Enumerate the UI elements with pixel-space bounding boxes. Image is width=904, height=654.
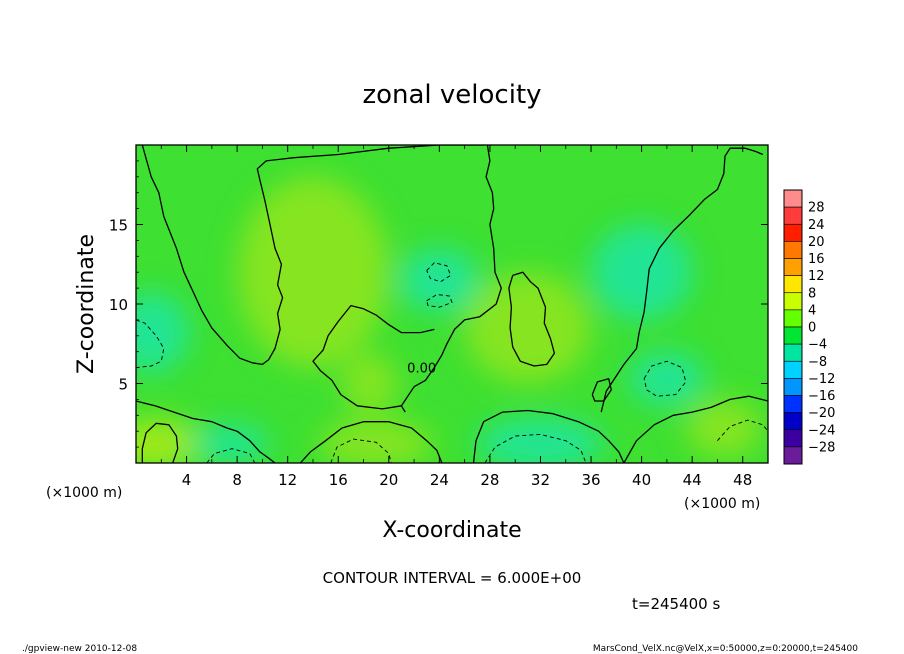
colorbar-label: 16	[808, 252, 825, 267]
fill-region-negative	[628, 351, 705, 406]
negative-contour-line	[330, 438, 392, 463]
y-tick-label: 10	[109, 296, 128, 314]
colorbar-label: −4	[808, 338, 827, 353]
negative-contour-line	[136, 319, 165, 369]
colorbar-label: −8	[808, 355, 827, 370]
zero-contour-line	[508, 271, 556, 367]
colorbar-label: 0	[808, 321, 816, 336]
negative-contour-line	[717, 419, 768, 441]
negative-contour-line	[206, 448, 256, 463]
x-tick-label: 20	[379, 471, 398, 489]
colorbar-segment	[783, 326, 803, 345]
time-text: t=245400 s	[632, 595, 720, 613]
colorbar-label: −20	[808, 406, 835, 421]
x-tick-label: 12	[278, 471, 297, 489]
contour-label: 0.00	[407, 361, 436, 376]
x-tick-label: 28	[480, 471, 499, 489]
colorbar-segment	[783, 206, 803, 225]
colorbar-label: −16	[808, 389, 835, 404]
colorbar-segment	[783, 360, 803, 379]
colorbar-label: −24	[808, 423, 835, 438]
zero-contour-line	[400, 145, 502, 413]
x-tick-label: 48	[733, 471, 752, 489]
colorbar-label: 20	[808, 235, 825, 250]
colorbar-segment	[783, 189, 803, 208]
fill-region-negative	[398, 248, 480, 312]
x-tick-label: 40	[632, 471, 651, 489]
colorbar: 28 24 20 16 12 8 4 0 −4 −8 −12 −16 −20 −24 −28	[783, 189, 835, 465]
fill-region-positive	[464, 272, 592, 384]
colorbar-label: 12	[808, 269, 825, 284]
y-tick-label: 15	[109, 217, 128, 235]
x-unit-right: (×1000 m)	[684, 496, 760, 512]
zero-contour-line	[299, 421, 443, 463]
colorbar-segment	[783, 343, 803, 362]
y-axis-label: Z-coordinate	[74, 234, 99, 374]
fill-region-positive	[342, 354, 398, 413]
zero-contour-line	[141, 422, 179, 463]
x-tick-label: 8	[232, 471, 242, 489]
colorbar-frame	[783, 189, 803, 465]
x-tick-label: 32	[531, 471, 550, 489]
negative-contour-line	[426, 294, 453, 308]
fill-region-negative	[192, 424, 269, 463]
zero-contour-line	[136, 400, 276, 463]
colorbar-segment	[783, 412, 803, 431]
footer-right: MarsCond_VelX.nc@VelX,x=0:50000,z=0:2000…	[593, 644, 858, 654]
fill-region-positive	[685, 399, 762, 457]
colorbar-segment	[783, 446, 803, 465]
fill-region-negative	[477, 418, 604, 463]
colorbar-label: 8	[808, 286, 816, 301]
colorbar-label: 28	[808, 201, 825, 216]
zero-contour-line	[141, 145, 484, 366]
fill-region-negative	[136, 292, 190, 373]
colorbar-segment	[783, 275, 803, 294]
colorbar-segment	[783, 258, 803, 276]
colorbar-label: 24	[808, 218, 825, 233]
x-tick-label: 44	[683, 471, 702, 489]
x-tick-label: 36	[581, 471, 600, 489]
zero-contour-line	[600, 147, 764, 413]
zero-contour-line	[623, 395, 768, 463]
x-tick-label: 16	[329, 471, 348, 489]
colorbar-segment	[783, 395, 803, 413]
colorbar-label: −28	[808, 440, 835, 455]
zero-contour-line	[472, 409, 625, 463]
fill-region-positive_strong	[136, 418, 200, 463]
colorbar-label: −12	[808, 372, 835, 387]
colorbar-segment	[783, 292, 803, 311]
chart-title: zonal velocity	[362, 80, 541, 110]
colorbar-segment	[783, 309, 803, 328]
contour-interval-text: CONTOUR INTERVAL = 6.000E+00	[323, 569, 582, 587]
negative-contour-line	[643, 360, 687, 397]
fill-region-negative	[591, 224, 693, 320]
y-tick-label: 5	[118, 376, 128, 394]
colorbar-segment	[783, 241, 803, 259]
colorbar-segment	[783, 223, 803, 242]
zero-contour-line	[312, 304, 435, 410]
colorbar-segment	[783, 429, 803, 448]
x-unit-left: (×1000 m)	[46, 485, 122, 501]
negative-contour-line	[426, 262, 452, 283]
x-tick-label: 24	[430, 471, 449, 489]
footer-left: ./gpview-new 2010-12-08	[22, 644, 137, 654]
x-axis-label: X-coordinate	[382, 518, 521, 543]
fill-region-positive	[237, 176, 389, 368]
colorbar-segment	[783, 378, 803, 396]
colorbar-label: 4	[808, 303, 816, 318]
x-tick-label: 4	[182, 471, 192, 489]
fill-region-positive	[319, 420, 434, 463]
zero-contour-line	[591, 378, 612, 402]
